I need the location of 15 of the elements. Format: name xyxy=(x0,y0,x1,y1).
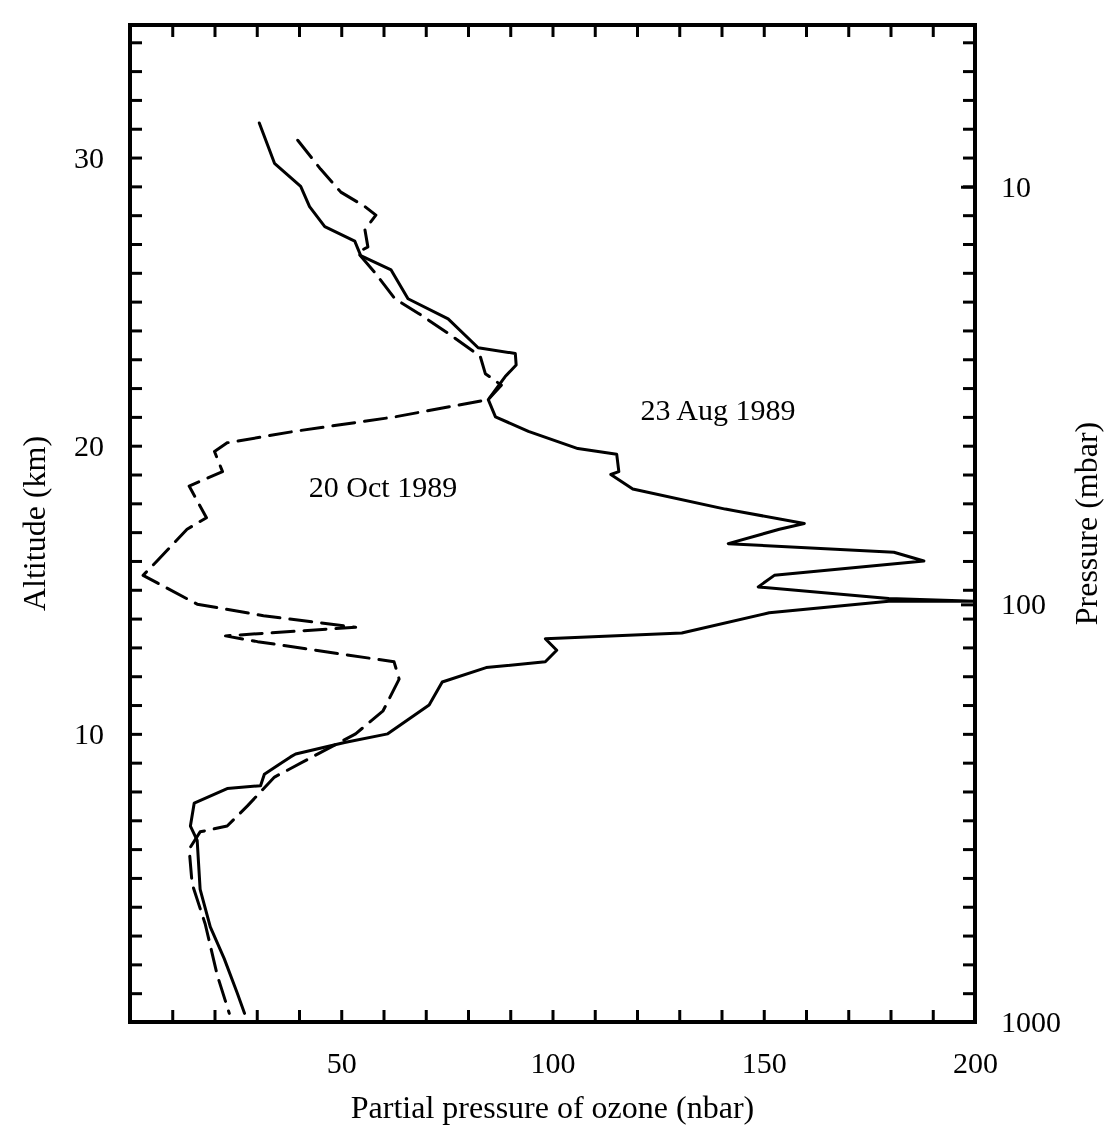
x-axis-title: Partial pressure of ozone (nbar) xyxy=(350,1089,755,1125)
y2-tick-label: 100 xyxy=(1001,587,1046,621)
annotation: 20 Oct 1989 xyxy=(308,469,458,503)
x-tick-label: 50 xyxy=(326,1046,357,1080)
y-axis-title: Altitude (km) xyxy=(16,435,53,612)
y-tick-label: 30 xyxy=(74,140,104,174)
y-tick-label: 10 xyxy=(74,716,104,750)
y2-tick-label: 1000 xyxy=(1001,1005,1061,1039)
y-tick-label: 20 xyxy=(74,428,104,462)
x-tick-label: 150 xyxy=(741,1046,787,1080)
y2-axis-title: Pressure (mbar) xyxy=(1068,421,1105,626)
y2-tick-label: 10 xyxy=(1001,169,1031,203)
x-tick-label: 200 xyxy=(953,1046,998,1080)
x-tick-label: 100 xyxy=(530,1046,576,1080)
annotation: 23 Aug 1989 xyxy=(640,392,796,426)
